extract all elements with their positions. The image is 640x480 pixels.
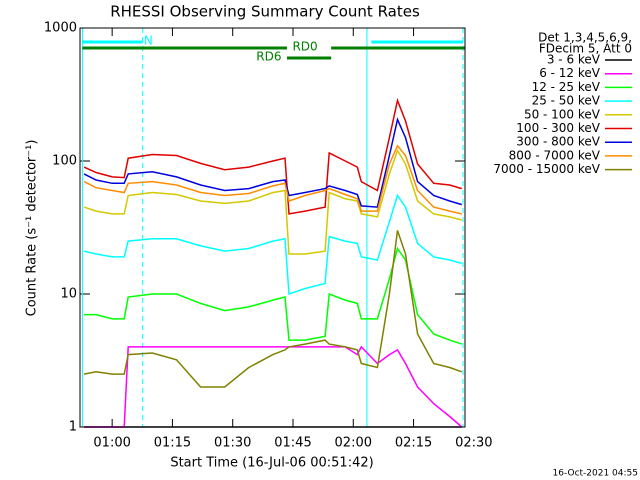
x-axis-label: Start Time (16-Jul-06 00:51:42) xyxy=(170,456,373,471)
x-tick-label: 01:45 xyxy=(274,436,311,451)
flag-label: RD0 xyxy=(292,40,317,54)
legend-label: 100 - 300 keV xyxy=(516,121,600,135)
legend-label: 12 - 25 keV xyxy=(532,80,601,94)
series-line xyxy=(83,144,462,215)
x-tick-label: 01:30 xyxy=(214,436,251,451)
series-line xyxy=(84,345,463,428)
flag-label: RD6 xyxy=(256,50,281,64)
x-tick-label: 01:15 xyxy=(154,436,191,451)
plot-frame xyxy=(79,27,466,428)
y-tick-label: 1000 xyxy=(44,21,77,36)
legend-label: 3 - 6 keV xyxy=(547,53,601,67)
legend-label: 50 - 100 keV xyxy=(524,107,601,121)
legend-header: FDecim 5, Att 0 xyxy=(539,42,632,56)
x-tick-label: 01:00 xyxy=(93,436,130,451)
series-line xyxy=(84,246,463,345)
series-line xyxy=(83,230,463,388)
series-line xyxy=(83,148,462,255)
footer: 16-Oct-2021 04:55 xyxy=(553,469,638,479)
series-line xyxy=(83,97,463,215)
y-tick-label: 10 xyxy=(60,287,77,302)
y-axis-label: Count Rate (s⁻¹ detector⁻¹) xyxy=(25,140,40,317)
legend-header: Det 1,3,4,5,6,9, xyxy=(538,31,632,45)
flag-label: N xyxy=(144,34,153,48)
legend-label: 6 - 12 keV xyxy=(539,66,601,80)
x-tick-label: 02:30 xyxy=(455,436,492,451)
y-tick-label: 100 xyxy=(52,154,77,169)
x-tick-label: 02:00 xyxy=(335,436,372,451)
chart-title: RHESSI Observing Summary Count Rates xyxy=(110,3,420,21)
legend-label: 800 - 7000 keV xyxy=(509,148,601,162)
y-tick-label: 1 xyxy=(69,420,77,435)
series-line xyxy=(83,193,463,296)
x-tick-label: 02:15 xyxy=(395,436,432,451)
legend-label: 25 - 50 keV xyxy=(532,94,601,108)
legend-label: 300 - 800 keV xyxy=(516,135,600,149)
legend-label: 7000 - 15000 keV xyxy=(493,162,600,176)
series-line xyxy=(83,117,463,208)
